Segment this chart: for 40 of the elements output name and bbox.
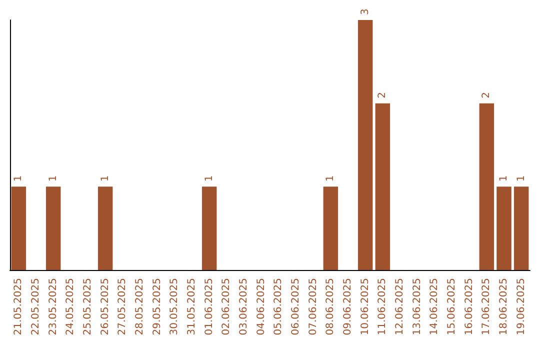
x-tick-label: 09.06.2025 (342, 278, 354, 336)
x-tick-label: 27.05.2025 (117, 278, 128, 336)
data-label: 1 (13, 175, 24, 182)
x-tick-label: 03.06.2025 (238, 278, 250, 336)
data-label: 1 (204, 175, 215, 182)
x-tick-label: 13.06.2025 (412, 278, 423, 336)
x-tick-label: 16.06.2025 (464, 278, 475, 336)
x-tick-label: 24.05.2025 (65, 278, 76, 336)
x-tick-label: 19.06.2025 (516, 278, 527, 336)
data-label: 2 (377, 92, 388, 98)
x-tick-label: 01.06.2025 (204, 278, 215, 336)
x-tick-label: 25.05.2025 (82, 278, 94, 336)
x-tick-label: 29.05.2025 (152, 278, 163, 336)
x-tick-label: 23.05.2025 (48, 278, 59, 336)
x-tick-label: 31.05.2025 (186, 278, 198, 336)
x-tick-label: 22.05.2025 (30, 278, 42, 336)
data-label: 1 (498, 175, 510, 182)
data-label: 2 (481, 92, 492, 98)
x-tick-label: 14.06.2025 (429, 278, 440, 336)
x-tick-label: 18.06.2025 (498, 278, 510, 336)
data-label: 1 (100, 175, 111, 182)
x-tick-label: 28.05.2025 (134, 278, 146, 336)
x-tick-label: 12.06.2025 (394, 278, 406, 336)
x-tick-label: 10.06.2025 (360, 278, 371, 336)
x-tick-label: 04.06.2025 (256, 278, 267, 336)
x-tick-label: 17.06.2025 (481, 278, 492, 336)
x-tick-label: 06.06.2025 (290, 278, 302, 336)
data-label: 1 (516, 175, 527, 182)
x-tick-label: 30.05.2025 (169, 278, 180, 336)
data-label: 1 (48, 175, 59, 182)
x-tick-label: 02.06.2025 (221, 278, 232, 336)
x-tick-label: 05.06.2025 (273, 278, 284, 336)
x-tick-label: 08.06.2025 (325, 278, 336, 336)
data-label: 1 (325, 175, 336, 182)
data-label: 3 (360, 8, 371, 15)
x-tick-label: 11.06.2025 (377, 278, 388, 336)
x-tick-label: 21.05.2025 (13, 278, 24, 336)
x-tick-label: 26.05.2025 (100, 278, 111, 336)
x-tick-label: 15.06.2025 (446, 278, 458, 336)
x-tick-label: 07.06.2025 (308, 278, 319, 336)
